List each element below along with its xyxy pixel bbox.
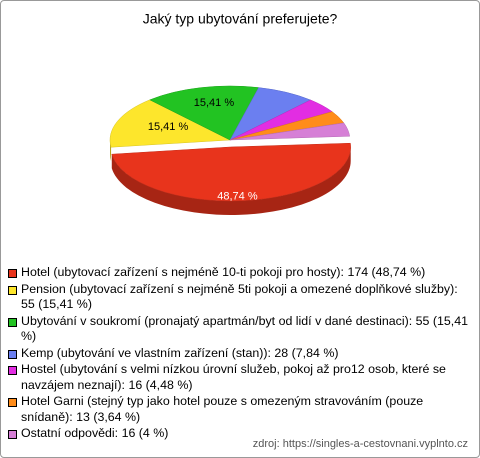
legend-swatch: [8, 349, 17, 359]
slice-label: 15,41 %: [194, 97, 235, 109]
legend-entry: Pension (ubytovací zařízení s nejméně 5t…: [8, 282, 470, 313]
legend-label: Hotel (ubytovací zařízení s nejméně 10-t…: [21, 265, 426, 279]
slice: [109, 99, 231, 148]
pie-sides: [110, 140, 351, 215]
legend-swatch: [8, 285, 17, 295]
legend-swatch: [8, 269, 17, 278]
legend-entry: Hostel (ubytování s velmi nízkou úrovní …: [8, 362, 470, 393]
slice: [149, 85, 260, 141]
legend-entry: Hotel (ubytovací zařízení s nejméně 10-t…: [8, 265, 470, 281]
slice: [229, 122, 350, 141]
slice-side: [111, 146, 351, 215]
legend-label: Pension (ubytovací zařízení s nejméně 5t…: [21, 281, 458, 312]
legend-entry: Kemp (ubytování ve vlastním zařízení (st…: [8, 346, 470, 362]
legend: Hotel (ubytovací zařízení s nejméně 10-t…: [8, 265, 470, 443]
legend-entry: Ubytování v soukromí (pronajatý apartmán…: [8, 314, 470, 345]
legend-entry: Hotel Garni (stejný typ jako hotel pouze…: [8, 394, 470, 425]
chart: Jaký typ ubytování preferujete? 48,74 % 1…: [109, 11, 351, 215]
slice-label: 15,41 %: [148, 121, 189, 133]
legend-label: Hotel Garni (stejný typ jako hotel pouze…: [21, 394, 424, 424]
legend-swatch: [8, 430, 17, 439]
slice-side: [110, 140, 112, 162]
legend-swatch: [8, 317, 17, 327]
pie-tops: [109, 85, 351, 202]
slice-label: 48,74 %: [217, 190, 258, 202]
legend-swatch: [8, 398, 17, 407]
legend-label: Hostel (ubytování s velmi nízkou úrovní …: [21, 362, 446, 392]
legend-swatch: [8, 366, 17, 375]
source: zdroj: https://singles-a-cestovnani.vypl…: [252, 438, 468, 450]
legend-label: Kemp (ubytování ve vlastním zařízení (st…: [21, 345, 339, 360]
slice: [111, 142, 351, 202]
legend-label: Ostatní odpovědi: 16 (4 %): [21, 426, 169, 440]
chart-title: Jaký typ ubytování preferujete?: [143, 11, 338, 27]
legend-label: Ubytování v soukromí (pronajatý apartmán…: [21, 313, 468, 344]
legend-entry: Ostatní odpovědi: 16 (4 %): [8, 426, 470, 442]
